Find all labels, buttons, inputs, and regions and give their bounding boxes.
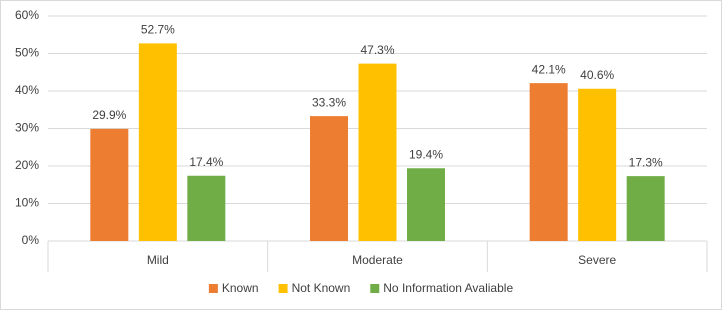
bar: [578, 88, 617, 241]
legend-swatch: [370, 284, 380, 293]
y-tick-label: 30%: [15, 121, 39, 135]
bar: [407, 168, 445, 241]
legend-label: Not Known: [292, 281, 351, 295]
legend-label: Known: [222, 281, 259, 295]
y-tick-label: 40%: [15, 83, 39, 97]
bar: [187, 175, 226, 241]
data-label: 33.3%: [312, 95, 346, 109]
data-label: 17.4%: [189, 155, 223, 169]
x-tick-label: Severe: [578, 253, 616, 267]
bar: [90, 128, 129, 241]
bar: [626, 176, 665, 241]
data-label: 52.7%: [141, 23, 175, 37]
data-label: 19.4%: [409, 147, 443, 161]
y-tick-label: 0%: [22, 233, 40, 247]
data-label: 47.3%: [360, 43, 394, 57]
data-label: 42.1%: [532, 62, 566, 76]
x-tick-label: Mild: [147, 253, 169, 267]
bar: [529, 83, 568, 241]
data-label: 29.9%: [92, 108, 126, 122]
data-label: 17.3%: [629, 155, 663, 169]
y-tick-label: 60%: [15, 8, 39, 22]
y-tick-label: 20%: [15, 158, 39, 172]
data-label: 40.6%: [580, 68, 614, 82]
bar: [138, 43, 177, 241]
legend-label: No Information Avaliable: [383, 281, 513, 295]
y-tick-label: 10%: [15, 196, 39, 210]
bar: [310, 116, 348, 241]
bar: [358, 63, 397, 241]
y-tick-label: 50%: [15, 46, 39, 60]
x-tick-label: Moderate: [352, 253, 403, 267]
legend-swatch: [208, 284, 218, 293]
legend-swatch: [278, 284, 288, 293]
